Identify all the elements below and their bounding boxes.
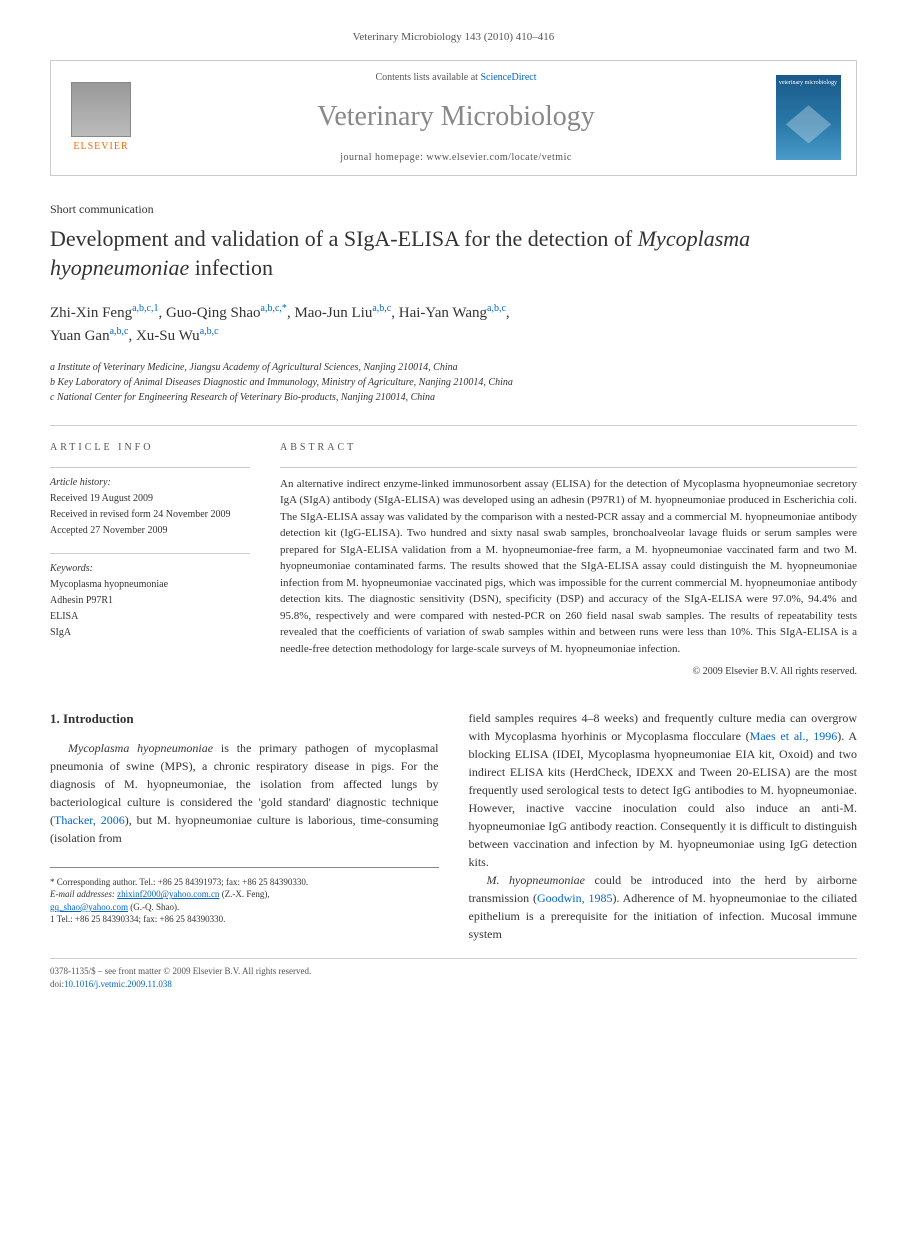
keywords-section: Keywords: Mycoplasma hyopneumoniae Adhes… bbox=[50, 553, 250, 640]
ref-goodwin-1985[interactable]: Goodwin, 1985 bbox=[537, 891, 612, 905]
elsevier-tree-icon bbox=[71, 82, 131, 137]
footer-doi-line: doi:10.1016/j.vetmic.2009.11.038 bbox=[50, 978, 857, 991]
email-2[interactable]: gq_shao@yahoo.com bbox=[50, 902, 128, 912]
doi-prefix: doi: bbox=[50, 979, 64, 989]
email-2-line: gq_shao@yahoo.com (G.-Q. Shao). bbox=[50, 901, 439, 914]
author-4: Hai-Yan Wang bbox=[399, 305, 487, 321]
journal-header-box: ELSEVIER Contents lists available at Sci… bbox=[50, 60, 857, 175]
contents-prefix: Contents lists available at bbox=[375, 72, 480, 83]
footnote-1: 1 Tel.: +86 25 84390334; fax: +86 25 843… bbox=[50, 913, 439, 926]
journal-cover-thumbnail: veterinary microbiology bbox=[776, 75, 841, 160]
col2-p1-mid: ). A blocking ELISA (IDEI, Mycoplasma hy… bbox=[469, 729, 858, 869]
contents-available-line: Contents lists available at ScienceDirec… bbox=[136, 71, 776, 85]
email-label: E-mail addresses: bbox=[50, 889, 117, 899]
affiliation-a: a Institute of Veterinary Medicine, Jian… bbox=[50, 360, 857, 375]
revised-date: Received in revised form 24 November 200… bbox=[50, 508, 250, 522]
info-abstract-row: ARTICLE INFO Article history: Received 1… bbox=[50, 425, 857, 680]
email-2-who: (G.-Q. Shao). bbox=[128, 902, 179, 912]
author-5: Yuan Gan bbox=[50, 328, 110, 344]
author-6-sup: a,b,c bbox=[200, 326, 219, 337]
email-1[interactable]: zhixinf2000@yahoo.com.cn bbox=[117, 889, 219, 899]
col2-paragraph-2: M. hyopneumoniae could be introduced int… bbox=[469, 871, 858, 943]
email-1-who: (Z.-X. Feng), bbox=[219, 889, 269, 899]
author-2: Guo-Qing Shao bbox=[166, 305, 261, 321]
introduction-heading: 1. Introduction bbox=[50, 709, 439, 729]
cover-text: veterinary microbiology bbox=[779, 79, 837, 87]
abstract-copyright: © 2009 Elsevier B.V. All rights reserved… bbox=[280, 665, 857, 679]
header-citation: Veterinary Microbiology 143 (2010) 410–4… bbox=[50, 30, 857, 45]
corresponding-author-note: * Corresponding author. Tel.: +86 25 843… bbox=[50, 876, 439, 889]
journal-name: Veterinary Microbiology bbox=[136, 97, 776, 136]
keyword-3: ELISA bbox=[50, 610, 250, 624]
author-2-sup: a,b,c,* bbox=[261, 303, 287, 314]
abstract-text: An alternative indirect enzyme-linked im… bbox=[280, 467, 857, 658]
intro-p1-italic: Mycoplasma hyopneumoniae bbox=[68, 741, 213, 755]
affiliations: a Institute of Veterinary Medicine, Jian… bbox=[50, 360, 857, 405]
author-6: Xu-Su Wu bbox=[136, 328, 200, 344]
authors-list: Zhi-Xin Fenga,b,c,1, Guo-Qing Shaoa,b,c,… bbox=[50, 301, 857, 348]
received-date: Received 19 August 2009 bbox=[50, 492, 250, 506]
affiliation-b: b Key Laboratory of Animal Diseases Diag… bbox=[50, 375, 857, 390]
body-column-left: 1. Introduction Mycoplasma hyopneumoniae… bbox=[50, 709, 439, 943]
elsevier-logo: ELSEVIER bbox=[66, 78, 136, 158]
ref-thacker-2006[interactable]: Thacker, 2006 bbox=[54, 813, 125, 827]
abstract-heading: ABSTRACT bbox=[280, 441, 857, 455]
author-1: Zhi-Xin Feng bbox=[50, 305, 132, 321]
abstract-column: ABSTRACT An alternative indirect enzyme-… bbox=[280, 441, 857, 680]
homepage-prefix: journal homepage: bbox=[340, 152, 426, 163]
keywords-label: Keywords: bbox=[50, 562, 250, 576]
author-3-sup: a,b,c bbox=[372, 303, 391, 314]
title-pre: Development and validation of a SIgA-ELI… bbox=[50, 226, 638, 251]
keyword-4: SIgA bbox=[50, 626, 250, 640]
journal-homepage-line: journal homepage: www.elsevier.com/locat… bbox=[136, 151, 776, 165]
title-post: infection bbox=[189, 255, 273, 280]
elsevier-label: ELSEVIER bbox=[73, 140, 128, 154]
keyword-2: Adhesin P97R1 bbox=[50, 594, 250, 608]
doi-link[interactable]: 10.1016/j.vetmic.2009.11.038 bbox=[64, 979, 172, 989]
article-info-heading: ARTICLE INFO bbox=[50, 441, 250, 455]
footer: 0378-1135/$ – see front matter © 2009 El… bbox=[50, 958, 857, 990]
journal-center-block: Contents lists available at ScienceDirec… bbox=[136, 71, 776, 164]
affiliation-c: c National Center for Engineering Resear… bbox=[50, 390, 857, 405]
col2-paragraph-1: field samples requires 4–8 weeks) and fr… bbox=[469, 709, 858, 871]
body-column-right: field samples requires 4–8 weeks) and fr… bbox=[469, 709, 858, 943]
intro-paragraph-1: Mycoplasma hyopneumoniae is the primary … bbox=[50, 739, 439, 847]
ref-maes-1996[interactable]: Maes et al., 1996 bbox=[750, 729, 838, 743]
article-history-section: Article history: Received 19 August 2009… bbox=[50, 467, 250, 538]
homepage-url[interactable]: www.elsevier.com/locate/vetmic bbox=[426, 152, 571, 163]
sciencedirect-link[interactable]: ScienceDirect bbox=[480, 72, 536, 83]
author-3: Mao-Jun Liu bbox=[294, 305, 372, 321]
article-title: Development and validation of a SIgA-ELI… bbox=[50, 225, 857, 282]
author-5-sup: a,b,c bbox=[110, 326, 129, 337]
author-4-sup: a,b,c bbox=[487, 303, 506, 314]
footer-copyright: 0378-1135/$ – see front matter © 2009 El… bbox=[50, 965, 857, 978]
col2-p2-italic: M. hyopneumoniae bbox=[487, 873, 585, 887]
author-1-sup: a,b,c,1 bbox=[132, 303, 158, 314]
article-type: Short communication bbox=[50, 201, 857, 218]
history-label: Article history: bbox=[50, 476, 250, 490]
accepted-date: Accepted 27 November 2009 bbox=[50, 524, 250, 538]
email-addresses-line: E-mail addresses: zhixinf2000@yahoo.com.… bbox=[50, 888, 439, 901]
keyword-1: Mycoplasma hyopneumoniae bbox=[50, 578, 250, 592]
article-info-column: ARTICLE INFO Article history: Received 1… bbox=[50, 441, 250, 680]
body-columns: 1. Introduction Mycoplasma hyopneumoniae… bbox=[50, 709, 857, 943]
footnotes: * Corresponding author. Tel.: +86 25 843… bbox=[50, 867, 439, 926]
